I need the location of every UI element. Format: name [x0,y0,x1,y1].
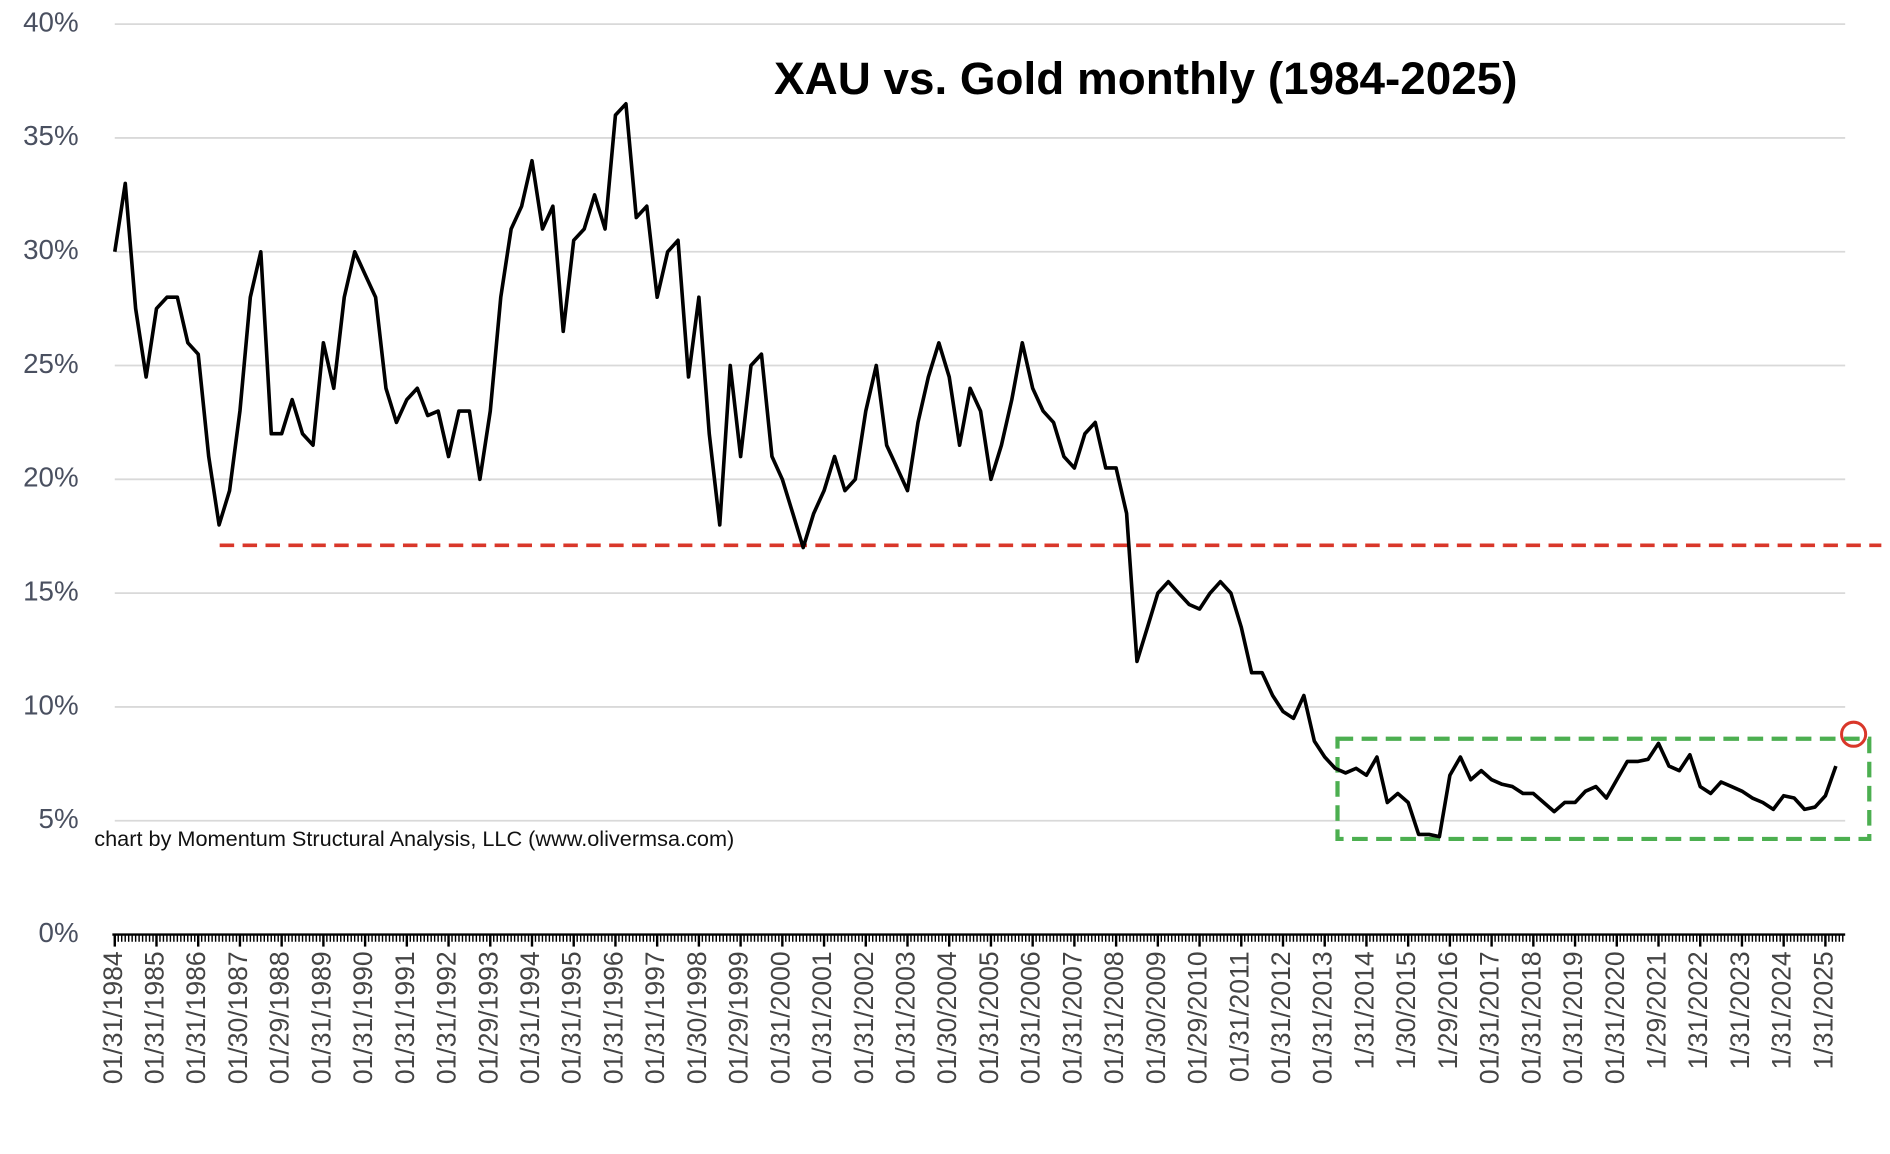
x-tick-label: 1/31/2023 [1725,951,1755,1069]
x-tick-label: 01/31/2008 [1099,951,1129,1084]
y-tick-label: 25% [23,348,78,379]
y-tick-label: 15% [23,575,78,606]
x-tick-label: 01/31/1986 [181,951,211,1084]
x-tick-label: 01/31/1994 [515,951,545,1084]
x-tick-label: 01/31/2002 [849,951,879,1084]
x-tick-label: 01/29/2010 [1183,951,1213,1084]
x-tick-label: 01/31/1992 [432,951,462,1084]
x-tick-label: 01/31/1995 [557,951,587,1084]
x-tick-label: 1/30/2015 [1391,951,1421,1069]
x-tick-label: 01/31/2013 [1308,951,1338,1084]
x-tick-label: 01/31/2007 [1057,951,1087,1084]
x-tick-label: 1/31/2022 [1683,951,1713,1069]
x-tick-label: 01/31/1985 [139,951,169,1084]
y-tick-label: 35% [23,120,78,151]
x-tick-label: 01/30/2009 [1141,951,1171,1084]
x-tick-label: 01/31/2019 [1558,951,1588,1084]
y-tick-label: 30% [23,234,78,265]
x-tick-label: 01/31/1990 [348,951,378,1084]
x-tick-label: 1/31/2024 [1767,951,1797,1069]
x-tick-label: 01/31/1996 [598,951,628,1084]
x-tick-label: 01/31/2011 [1224,951,1254,1082]
x-tick-label: 01/31/2001 [807,951,837,1084]
x-tick-label: 01/31/2000 [765,951,795,1084]
x-tick-label: 01/31/2005 [974,951,1004,1084]
x-tick-label: 1/29/2021 [1642,951,1672,1069]
x-tick-label: 01/31/2012 [1266,951,1296,1084]
series-line [112,102,1838,839]
marker-circle [1840,720,1868,748]
y-tick-label: 40% [23,6,78,37]
x-tick-label: 1/31/2025 [1808,951,1838,1069]
x-tick-label: 01/31/2006 [1016,951,1046,1084]
y-tick-label: 10% [23,689,78,720]
y-tick-label: 5% [39,803,79,834]
x-tick-label: 01/31/1991 [390,951,420,1084]
x-tick-label: 01/29/1988 [265,951,295,1084]
credit: chart by Momentum Structural Analysis, L… [94,826,734,851]
x-tick-label: 01/29/1999 [724,951,754,1084]
x-tick-label: 01/31/1997 [640,951,670,1084]
x-tick-label: 01/30/1987 [223,951,253,1084]
x-tick-label: 01/31/1989 [306,951,336,1084]
x-tick-label: 01/31/2017 [1475,951,1505,1084]
x-tick-label: 1/31/2014 [1349,951,1379,1069]
chart-title: XAU vs. Gold monthly (1984-2025) [774,53,1517,104]
x-tick-label: 01/31/2003 [890,951,920,1084]
x-tick-label: 01/30/2004 [932,951,962,1084]
y-tick-label: 0% [39,917,79,948]
y-tick-label: 20% [23,462,78,493]
x-tick-label: 01/31/1984 [98,951,128,1084]
range-box [1335,736,1872,842]
x-tick-label: 01/31/2018 [1516,951,1546,1084]
x-tick-label: 01/30/1998 [682,951,712,1084]
x-tick-label: 01/31/2020 [1600,951,1630,1084]
x-tick-label: 01/29/1993 [473,951,503,1084]
x-tick-label: 1/29/2016 [1433,951,1463,1069]
